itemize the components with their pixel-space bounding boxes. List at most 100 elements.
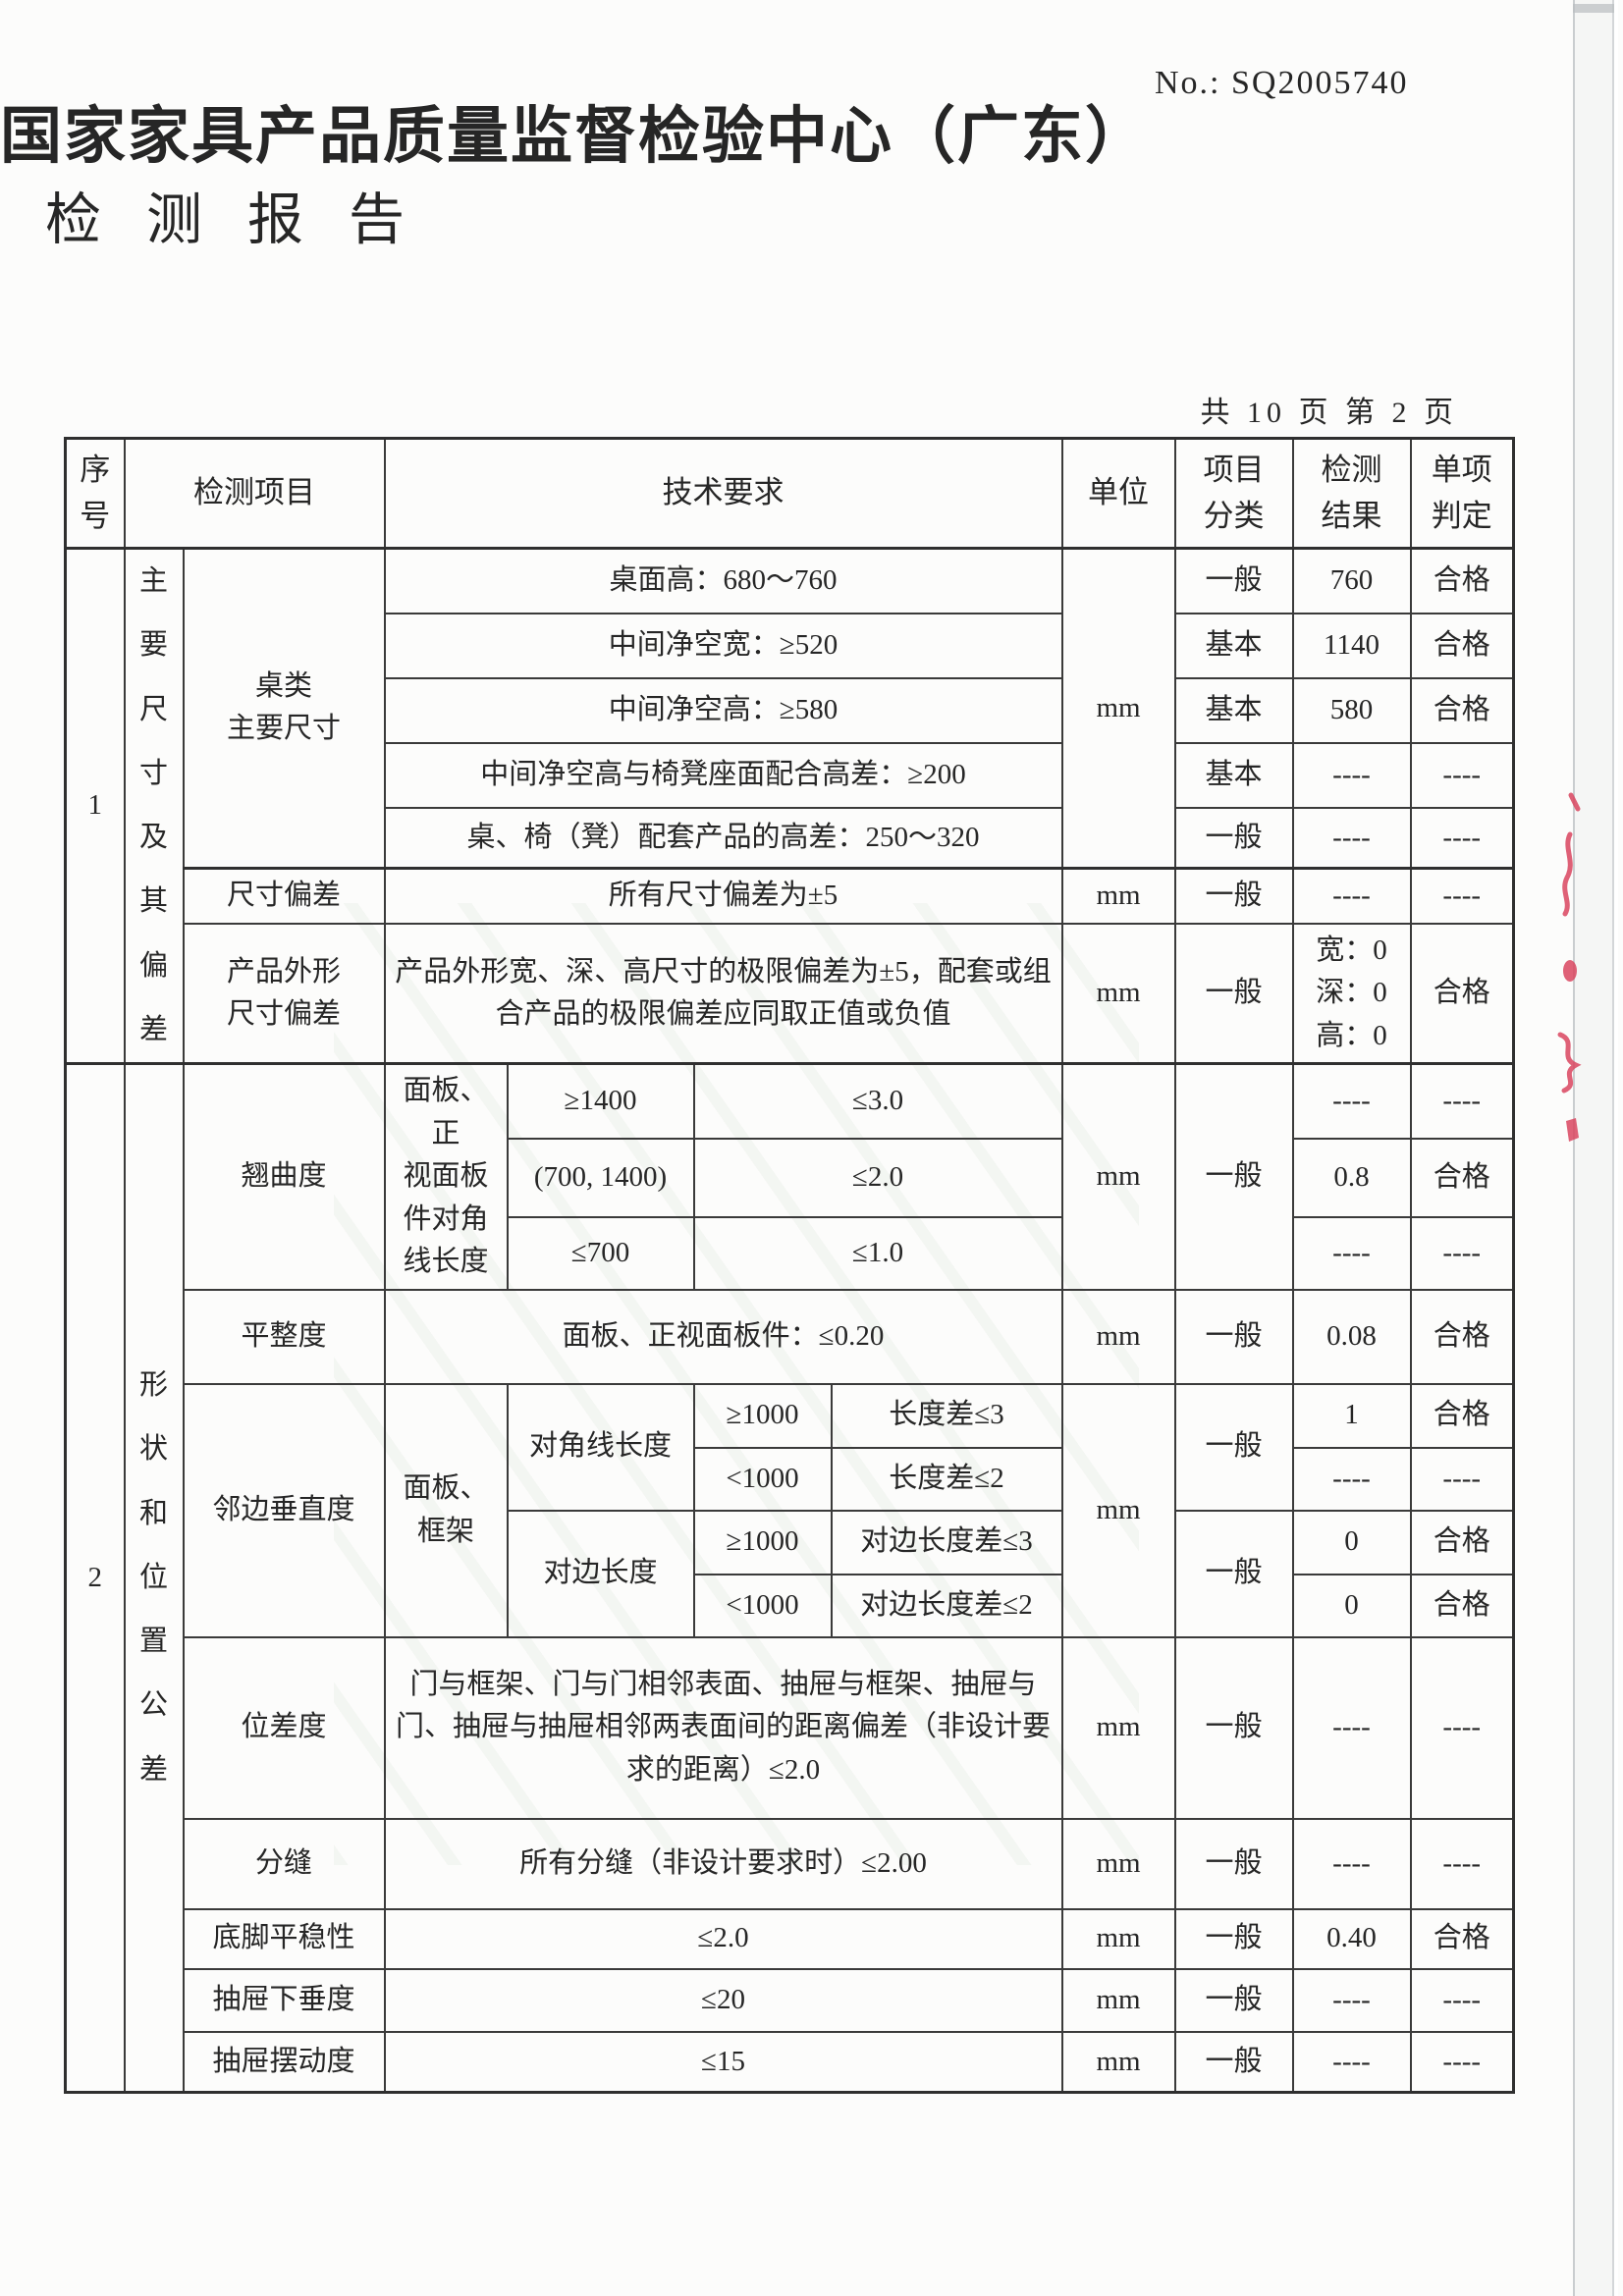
cell-item: 分缝 [182,1817,386,1910]
cell-limit: 对边长度差≤3 [830,1509,1063,1575]
cell-unit: mm [1060,923,1176,1065]
table-row: 对边长度 ≥1000 对边长度差≤3 一般 0 合格 [66,1509,1515,1638]
cell-result: 760 [1291,547,1412,614]
cell-judgment: ---- [1409,866,1515,925]
section-seq: 2 [64,1062,126,2094]
cell-result: 1 [1291,1382,1412,1449]
cell-result: ---- [1291,806,1412,870]
table-row: 尺寸偏差 所有尺寸偏差为±5 mm 一般 ---- ---- [66,866,1515,925]
cell-judgment: 合格 [1409,1288,1515,1385]
cell-category: 一般 [1173,866,1294,925]
cell-result: 0.08 [1291,1288,1412,1385]
cell-result: 580 [1291,676,1412,744]
cell-unit: mm [1060,1967,1176,2033]
cell-result: 0 [1291,1573,1412,1638]
cell-result: ---- [1291,1062,1412,1140]
cell-limit: ≤1.0 [692,1215,1063,1291]
table-row: 2 形状和位置公差 翘曲度 面板、正 视面板 件对角 线长度 ≥1400 ≤3.… [64,1062,1515,2094]
cell-judgment: 合格 [1409,1137,1515,1218]
cell-unit: mm [1060,1382,1176,1638]
cell-limit: 长度差≤3 [830,1382,1063,1449]
cell-unit: mm [1060,866,1176,925]
cell-requirement: 产品外形宽、深、高尺寸的极限偏差为±5，配套或组合产品的极限偏差应同取正值或负值 [383,923,1063,1065]
cell-judgment: 合格 [1409,923,1515,1065]
cell-category: 基本 [1173,676,1294,744]
cell-limit: ≤3.0 [692,1062,1063,1140]
cell-unit: mm [1060,2030,1176,2094]
cell-range: ≥1000 [692,1509,833,1575]
table-row: 中间净空宽：≥520 基本 1140 合格 [66,612,1515,679]
cell-category: 一般 [1173,1635,1294,1820]
cell-requirement: 桌、椅（凳）配套产品的高差：250～320 [383,806,1063,870]
cell-requirement: 所有分缝（非设计要求时）≤2.00 [383,1817,1063,1910]
cell-judgment: ---- [1409,2030,1515,2094]
cell-requirement: 中间净空高：≥580 [383,676,1063,744]
cell-result: ---- [1291,1967,1412,2033]
red-pen-marks [1557,792,1582,1142]
cell-limit: 对边长度差≤2 [830,1573,1063,1638]
cell-range: <1000 [692,1446,833,1512]
table-row: 位差度 门与框架、门与门相邻表面、抽屉与框架、抽屉与门、抽屉与抽屉相邻两表面间的… [66,1635,1515,1820]
cell-unit: mm [1060,1635,1176,1820]
cell-range: ≥1000 [692,1382,833,1449]
cell-result: ---- [1291,866,1412,925]
cell-category: 一般 [1173,1967,1294,2033]
cell-judgment: ---- [1409,1967,1515,2033]
cell-range: ≥1400 [506,1062,695,1140]
cell-requirement: 门与框架、门与门相邻表面、抽屉与框架、抽屉与门、抽屉与抽屉相邻两表面间的距离偏差… [383,1635,1063,1820]
col-header-category: 项目 分类 [1173,437,1294,550]
cell-result: ---- [1291,2030,1412,2094]
cell-judgment: 合格 [1409,547,1515,614]
cell-category: 一般 [1173,547,1294,614]
cell-result: 0 [1291,1509,1412,1575]
cell-judgment: ---- [1409,741,1515,810]
table-row: 抽屉摆动度 ≤15 mm 一般 ---- ---- [66,2030,1515,2094]
cell-range: ≤700 [506,1215,695,1291]
section-label: 形状和位置公差 [123,1062,185,2094]
page-count: 共 10 页 第 2 页 [1200,397,1458,429]
cell-item: 桌类 主要尺寸 [182,547,386,870]
table-row: <1000 长度差≤2 ---- ---- [66,1446,1515,1512]
cell-item: 抽屉下垂度 [182,1967,386,2033]
table-row: 邻边垂直度 面板、 框架 对角线长度 ≥1000 长度差≤3 mm 一般 1 合… [66,1382,1515,1638]
cell-category: 一般 [1173,1062,1294,1291]
report-number: No.: SQ2005740 [1155,65,1409,101]
cell-range: <1000 [692,1573,833,1638]
table-row: 底脚平稳性 ≤2.0 mm 一般 0.40 合格 [66,1907,1515,1970]
cell-requirement: ≤2.0 [383,1907,1063,1970]
cell-result: ---- [1291,1817,1412,1910]
table-row: 平整度 面板、正视面板件：≤0.20 mm 一般 0.08 合格 [66,1288,1515,1385]
table-row: ≤700 ≤1.0 ---- ---- [66,1215,1515,1291]
cell-category: 一般 [1173,806,1294,870]
cell-unit: mm [1060,1288,1176,1385]
cell-item: 尺寸偏差 [182,866,386,925]
cell-category: 一般 [1173,2030,1294,2094]
cell-category: 基本 [1173,741,1294,810]
table-row: <1000 对边长度差≤2 0 合格 [66,1573,1515,1638]
cell-requirement: ≤20 [383,1967,1063,2033]
cell-result: ---- [1291,1215,1412,1291]
cell-item: 邻边垂直度 [182,1382,386,1638]
cell-result: ---- [1291,1446,1412,1512]
cell-judgment: 合格 [1409,1382,1515,1449]
col-header-item: 检测项目 [123,437,386,550]
page-subtitle: 检测报告 [45,189,450,251]
cell-requirement: 中间净空宽：≥520 [383,612,1063,679]
cell-unit: mm [1060,1907,1176,1970]
cell-unit: mm [1060,547,1176,870]
cell-range: (700, 1400) [506,1137,695,1218]
cell-category: 一般 [1173,1907,1294,1970]
table-row: 中间净空高：≥580 基本 580 合格 [66,676,1515,744]
cell-judgment: ---- [1409,1817,1515,1910]
scan-edge-band [1573,0,1618,2296]
cell-scope: 面板、 框架 [383,1382,509,1638]
cell-category: 一般 [1173,1382,1294,1512]
scan-edge-shadow [1573,4,1614,13]
cell-requirement: 桌面高：680～760 [383,547,1063,614]
cell-item: 抽屉摆动度 [182,2030,386,2094]
cell-requirement: 所有尺寸偏差为±5 [383,866,1063,925]
col-header-unit: 单位 [1060,437,1176,550]
section-label: 主要尺寸及其偏差 [123,547,185,1065]
cell-category: 一般 [1173,1817,1294,1910]
